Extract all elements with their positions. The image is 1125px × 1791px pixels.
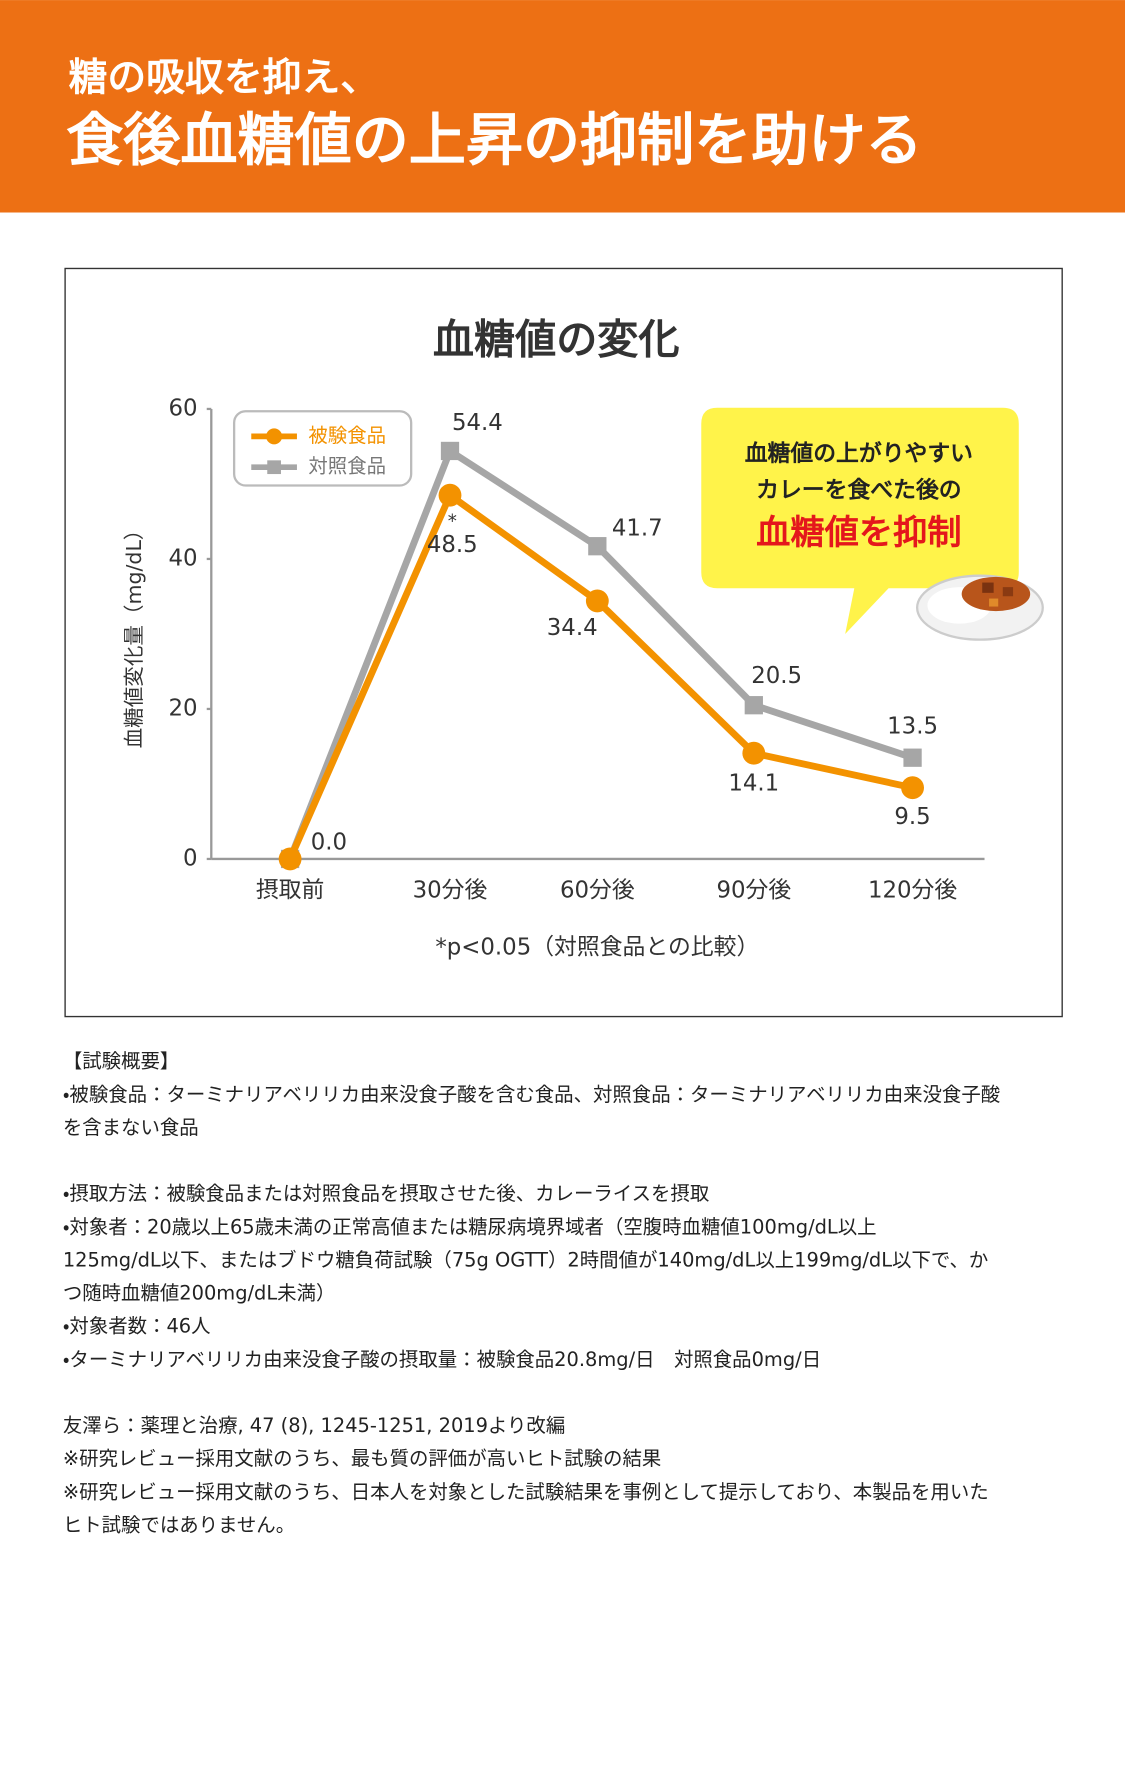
data-point [744,696,763,715]
notes-line: ・対象者：20歳以上65歳未満の正常高値または糖尿病境界域者（空腹時血糖値100… [63,1215,877,1238]
notes-line: を含まない食品 [63,1116,199,1139]
x-tick-label: 90分後 [716,877,791,903]
callout-emphasis: 血糖値を抑制 [756,513,962,553]
legend-label: 被験食品 [308,424,386,447]
notes-line: ・摂取方法：被験食品または対照食品を摂取させた後、カレーライスを摂取 [63,1182,709,1205]
data-point [278,847,302,871]
chart-frame [64,267,1063,1018]
callout-bubble [701,407,1019,634]
x-tick-label: 摂取前 [256,877,324,903]
y-tick-label: 60 [169,395,198,421]
value-label: 13.5 [887,713,938,739]
notes-heading: 【試験概要】 [63,1050,179,1073]
notes-line: 125mg/dL以下、またはブドウ糖負荷試験（75g OGTT）2時間値が140… [63,1248,989,1271]
header-line1: 糖の吸収を抑え、 [69,56,380,101]
significance-mark: * [448,512,457,533]
notes-line: ヒト試験ではありません。 [63,1513,295,1536]
value-label: 14.1 [728,771,779,797]
notes-line: ※研究レビュー採用文献のうち、日本人を対象とした試験結果を事例として提示しており… [63,1480,989,1503]
y-tick-label: 20 [169,695,198,721]
notes-line: ・被験食品：ターミナリアベリリカ由来没食子酸を含む食品、対照食品：ターミナリアベ… [63,1083,1000,1106]
notes-line: ・対象者数：46人 [63,1315,211,1338]
value-label: 20.5 [751,663,802,689]
header-band [0,0,1125,213]
callout-line: カレーを食べた後の [756,477,961,504]
data-point [903,748,922,767]
notes-line: ※研究レビュー採用文献のうち、最も質の評価が高いヒト試験の結果 [63,1447,661,1470]
value-label: 9.5 [894,804,930,830]
header-line2: 食後血糖値の上昇の抑制を助ける [66,108,922,174]
value-label: 34.4 [547,615,598,641]
x-tick-label: 30分後 [413,877,488,903]
value-label: 48.5 [427,532,478,558]
data-point [588,537,607,556]
x-tick-label: 120分後 [868,877,957,903]
notes-line: ・ターミナリアベリリカ由来没食子酸の摂取量：被験食品20.8mg/日 対照食品0… [63,1348,821,1371]
legend-marker [267,460,281,475]
data-point [440,441,460,461]
notes-line: つ随時血糖値200mg/dL未満） [63,1282,336,1305]
chart-title: 血糖値の変化 [433,316,680,364]
notes-line: 友澤ら：薬理と治療, 47 (8), 1245-1251, 2019より改編 [63,1414,565,1437]
data-point [438,483,462,507]
footnote: *p<0.05（対照食品との比較） [435,935,759,961]
data-point [901,776,924,800]
data-point [585,589,609,613]
y-tick-label: 40 [169,545,198,571]
value-label: 41.7 [612,516,663,542]
data-point [742,741,766,765]
y-tick-label: 0 [183,845,198,871]
value-label: 0.0 [311,829,347,855]
curry-illustration [915,574,1044,641]
value-label: 54.4 [452,410,503,436]
legend-marker [266,428,283,445]
x-tick-label: 60分後 [560,877,635,903]
y-axis-label: 血糖値変化量（mg/dL） [122,520,146,749]
legend-label: 対照食品 [308,455,386,478]
callout-line: 血糖値の上がりやすい [745,440,973,467]
